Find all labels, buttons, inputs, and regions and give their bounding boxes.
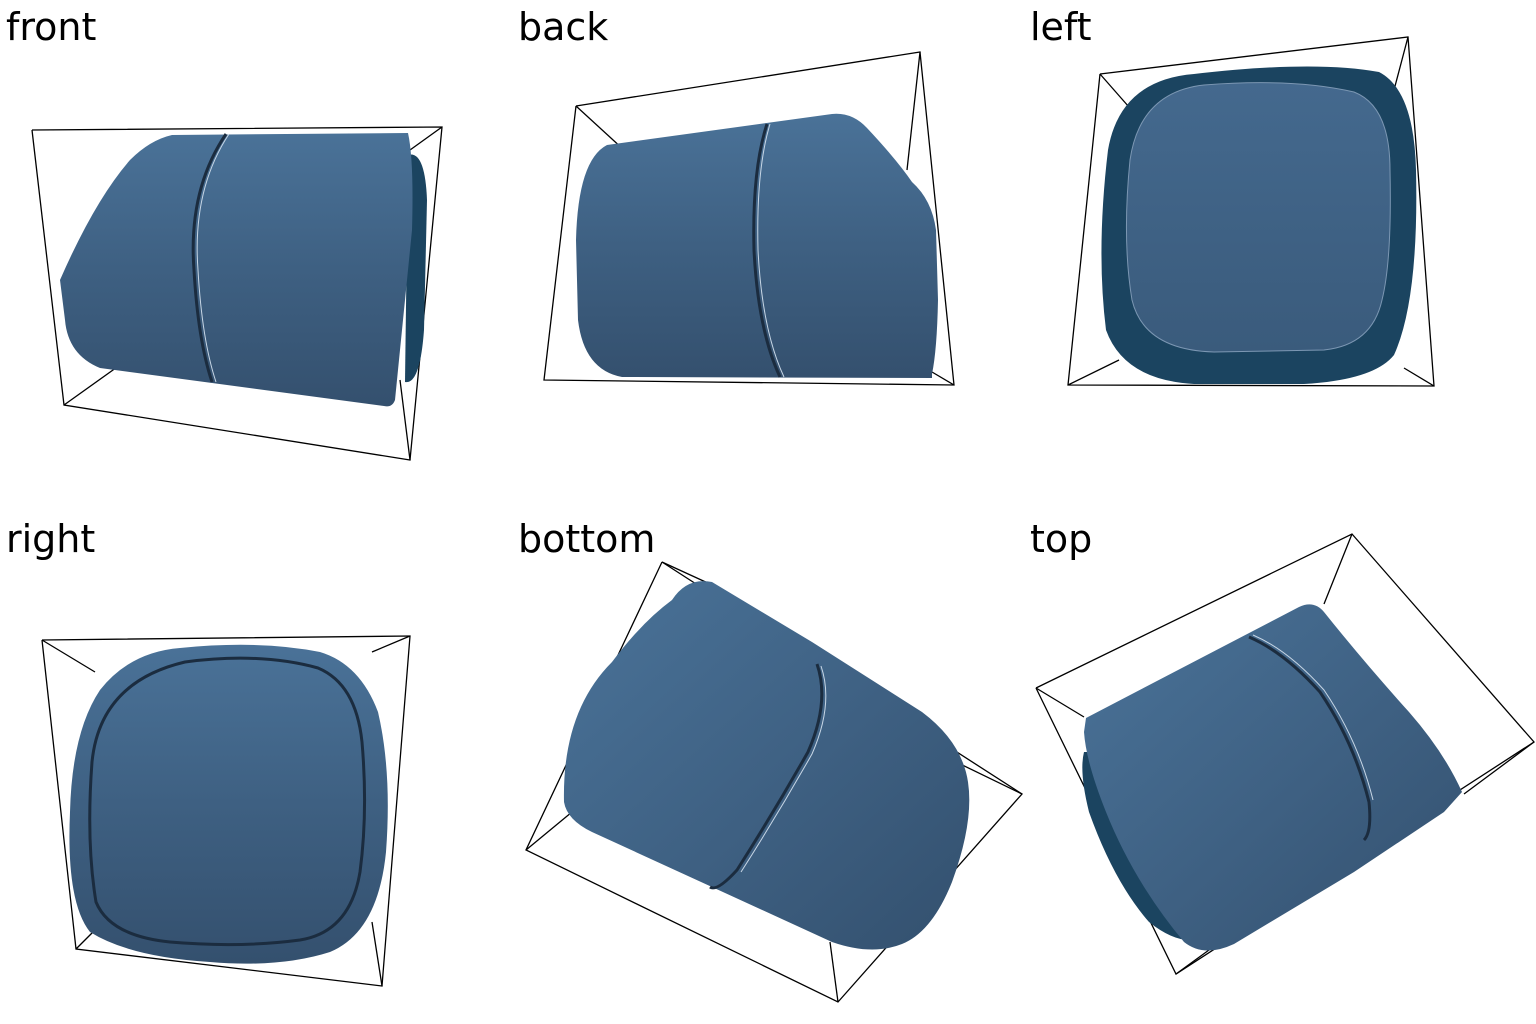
view-left: left <box>1024 0 1536 512</box>
body-right <box>69 644 388 964</box>
view-label-back: back <box>518 5 609 49</box>
render-bottom <box>525 561 1023 1003</box>
body-top <box>1084 604 1462 951</box>
body-front <box>60 133 413 407</box>
seam-right <box>88 656 367 947</box>
view-front: front <box>0 0 512 512</box>
face-left <box>1125 82 1391 353</box>
view-bottom: bottom <box>512 512 1024 1024</box>
render-right <box>41 635 411 987</box>
view-top: top <box>1024 512 1536 1024</box>
view-label-left: left <box>1030 5 1092 49</box>
body-bottom <box>563 581 970 950</box>
seam-front <box>191 133 228 383</box>
view-label-right: right <box>6 517 96 561</box>
view-label-front: front <box>6 5 97 49</box>
render-back <box>543 51 955 386</box>
render-front <box>31 126 443 461</box>
body-back <box>576 113 938 379</box>
render-top <box>1035 533 1535 975</box>
render-left <box>1067 36 1435 387</box>
seam-bottom <box>709 663 824 890</box>
view-label-bottom: bottom <box>518 517 656 561</box>
view-back: back <box>512 0 1024 512</box>
bounding-box-left <box>1067 36 1435 387</box>
seam-top <box>1248 635 1372 842</box>
bounding-box-back <box>543 51 955 386</box>
bounding-box-front <box>31 126 443 461</box>
seam-back <box>752 123 782 378</box>
view-right: right <box>0 512 512 1024</box>
view-label-top: top <box>1030 517 1093 561</box>
